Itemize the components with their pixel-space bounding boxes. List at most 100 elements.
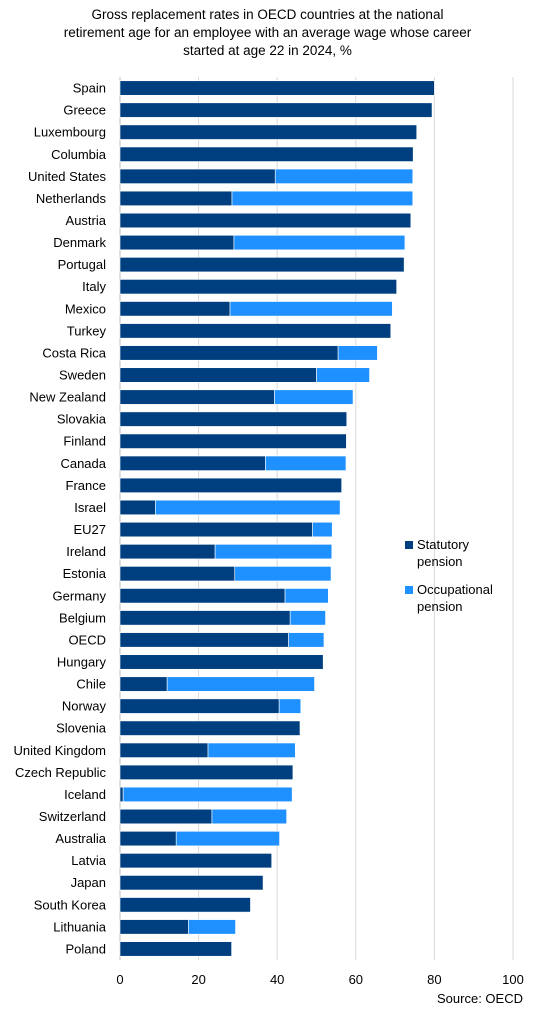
bar-statutory (119, 786, 124, 803)
bar-occupational (155, 499, 341, 516)
bar-occupational (122, 786, 293, 803)
country-label: Latvia (71, 853, 106, 868)
bar-statutory (119, 301, 231, 317)
bar-occupational (207, 742, 296, 758)
country-label: Australia (55, 831, 106, 846)
country-label: Estonia (63, 566, 107, 581)
bar-occupational (337, 345, 378, 361)
bar-statutory (119, 323, 392, 339)
bar-statutory (119, 279, 397, 295)
bar-statutory (119, 168, 276, 184)
country-label: New Zealand (29, 390, 106, 405)
bar-statutory (119, 544, 216, 560)
bar-statutory (119, 875, 264, 891)
country-label: Portugal (58, 257, 107, 272)
bar-statutory (119, 212, 412, 229)
country-label: Spain (73, 81, 106, 96)
country-label: OECD (68, 632, 106, 647)
country-label: Slovakia (57, 412, 107, 427)
country-label: Greece (63, 103, 106, 118)
bar-statutory (119, 632, 289, 648)
country-label: Israel (74, 500, 106, 515)
bars (119, 80, 435, 957)
legend-label: pension (417, 599, 463, 614)
bar-statutory (119, 389, 275, 405)
bar-occupational (288, 632, 325, 648)
bar-occupational (188, 919, 236, 935)
country-label: Turkey (67, 323, 107, 338)
chart-title-line-3: started at age 22 in 2024, % (183, 43, 352, 58)
country-label: Lithuania (53, 919, 107, 934)
country-label: Ireland (66, 544, 106, 559)
bar-statutory (119, 190, 233, 206)
country-label: Denmark (53, 235, 106, 250)
bar-statutory (119, 919, 189, 935)
legend-label: Statutory (417, 537, 470, 552)
country-label: Mexico (65, 301, 106, 316)
bar-statutory (119, 146, 414, 162)
country-label: Sweden (59, 368, 106, 383)
country-label: Netherlands (36, 191, 107, 206)
bar-statutory (119, 897, 251, 913)
bar-occupational (284, 588, 329, 604)
x-tick-label: 100 (502, 972, 524, 987)
country-label: Italy (82, 279, 106, 294)
bar-occupational (229, 301, 393, 317)
x-tick-label: 40 (270, 972, 284, 987)
country-label: Columbia (51, 147, 107, 162)
chart-title: Gross replacement rates in OECD countrie… (40, 6, 495, 60)
bar-statutory (119, 831, 177, 847)
bar-statutory (119, 521, 313, 538)
bar-statutory (119, 720, 301, 736)
country-label: Slovenia (56, 721, 107, 736)
bar-statutory (119, 610, 291, 626)
country-label: Costa Rica (42, 345, 106, 360)
country-label: Hungary (57, 654, 107, 669)
bar-occupational (234, 566, 332, 582)
bar-occupational (265, 455, 347, 471)
bar-occupational (312, 521, 333, 538)
bar-statutory (119, 853, 272, 869)
bar-statutory (119, 588, 286, 604)
bar-statutory (119, 808, 213, 825)
bar-statutory (119, 764, 294, 780)
country-label: France (66, 478, 106, 493)
chart-title-line-2: retirement age for an employee with an a… (63, 25, 472, 40)
bar-occupational (214, 544, 333, 560)
bar-statutory (119, 676, 168, 692)
country-label: South Korea (34, 897, 107, 912)
legend-swatch (405, 541, 413, 549)
country-label: Belgium (59, 610, 106, 625)
x-tick-label: 20 (191, 972, 205, 987)
country-label: Iceland (64, 787, 106, 802)
country-label: Austria (66, 213, 107, 228)
bar-statutory (119, 80, 435, 96)
bar-statutory (119, 698, 280, 714)
bar-statutory (119, 102, 433, 118)
country-label: Czech Republic (15, 765, 107, 780)
bar-occupational (231, 190, 414, 206)
bar-occupational (274, 168, 414, 184)
gridlines (119, 77, 514, 960)
country-label: Switzerland (39, 809, 106, 824)
bar-statutory (119, 477, 342, 493)
x-tick-label: 80 (427, 972, 441, 987)
country-label: Poland (66, 941, 106, 956)
bar-statutory (119, 411, 348, 427)
legend-label: pension (417, 554, 463, 569)
bar-statutory (119, 257, 405, 273)
chart-title-line-1: Gross replacement rates in OECD countrie… (91, 7, 444, 22)
country-label: United Kingdom (14, 743, 107, 758)
bar-statutory (119, 367, 317, 383)
bar-statutory (119, 433, 347, 449)
country-label: United States (28, 169, 107, 184)
bar-statutory (119, 455, 266, 471)
bar-statutory (119, 499, 156, 516)
bar-occupational (289, 610, 326, 626)
bar-occupational (316, 367, 370, 383)
bar-occupational (211, 808, 287, 825)
bar-occupational (278, 698, 302, 714)
country-label: Chile (76, 677, 106, 692)
bar-statutory (119, 345, 339, 361)
